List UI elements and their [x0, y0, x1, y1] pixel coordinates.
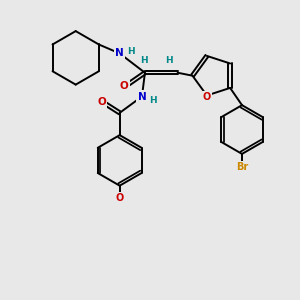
- Text: N: N: [115, 48, 124, 59]
- Text: O: O: [203, 92, 211, 102]
- Text: H: H: [165, 56, 172, 65]
- Text: H: H: [140, 56, 147, 65]
- Text: O: O: [120, 81, 128, 91]
- Text: Br: Br: [236, 162, 248, 172]
- Text: N: N: [138, 92, 146, 101]
- Text: O: O: [116, 193, 124, 203]
- Text: H: H: [149, 96, 157, 105]
- Text: H: H: [127, 46, 135, 56]
- Text: O: O: [98, 98, 106, 107]
